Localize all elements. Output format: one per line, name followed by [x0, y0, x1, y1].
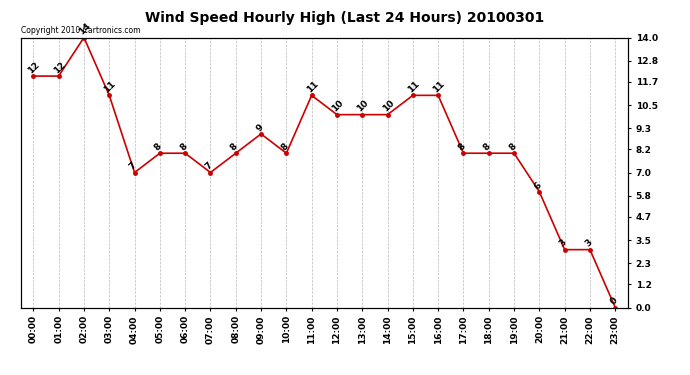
- Text: 10: 10: [330, 99, 345, 114]
- Text: 11: 11: [305, 80, 320, 94]
- Text: 11: 11: [102, 80, 117, 94]
- Text: 0: 0: [609, 296, 619, 307]
- Text: 3: 3: [583, 238, 594, 249]
- Text: 9: 9: [254, 122, 265, 133]
- Text: 8: 8: [229, 142, 239, 152]
- Text: 6: 6: [533, 180, 543, 191]
- Text: 8: 8: [153, 142, 164, 152]
- Text: Wind Speed Hourly High (Last 24 Hours) 20100301: Wind Speed Hourly High (Last 24 Hours) 2…: [146, 11, 544, 25]
- Text: 8: 8: [482, 142, 493, 152]
- Text: 8: 8: [457, 142, 467, 152]
- Text: 7: 7: [128, 161, 139, 172]
- Text: 10: 10: [381, 99, 396, 114]
- Text: 11: 11: [406, 80, 421, 94]
- Text: 3: 3: [558, 238, 569, 249]
- Text: 7: 7: [204, 161, 215, 172]
- Text: 14: 14: [77, 21, 92, 37]
- Text: 10: 10: [355, 99, 371, 114]
- Text: 8: 8: [507, 142, 518, 152]
- Text: 12: 12: [52, 60, 67, 75]
- Text: 8: 8: [279, 142, 290, 152]
- Text: Copyright 2010 Cartronics.com: Copyright 2010 Cartronics.com: [21, 26, 140, 35]
- Text: 11: 11: [431, 80, 446, 94]
- Text: 12: 12: [26, 60, 41, 75]
- Text: 8: 8: [178, 142, 189, 152]
